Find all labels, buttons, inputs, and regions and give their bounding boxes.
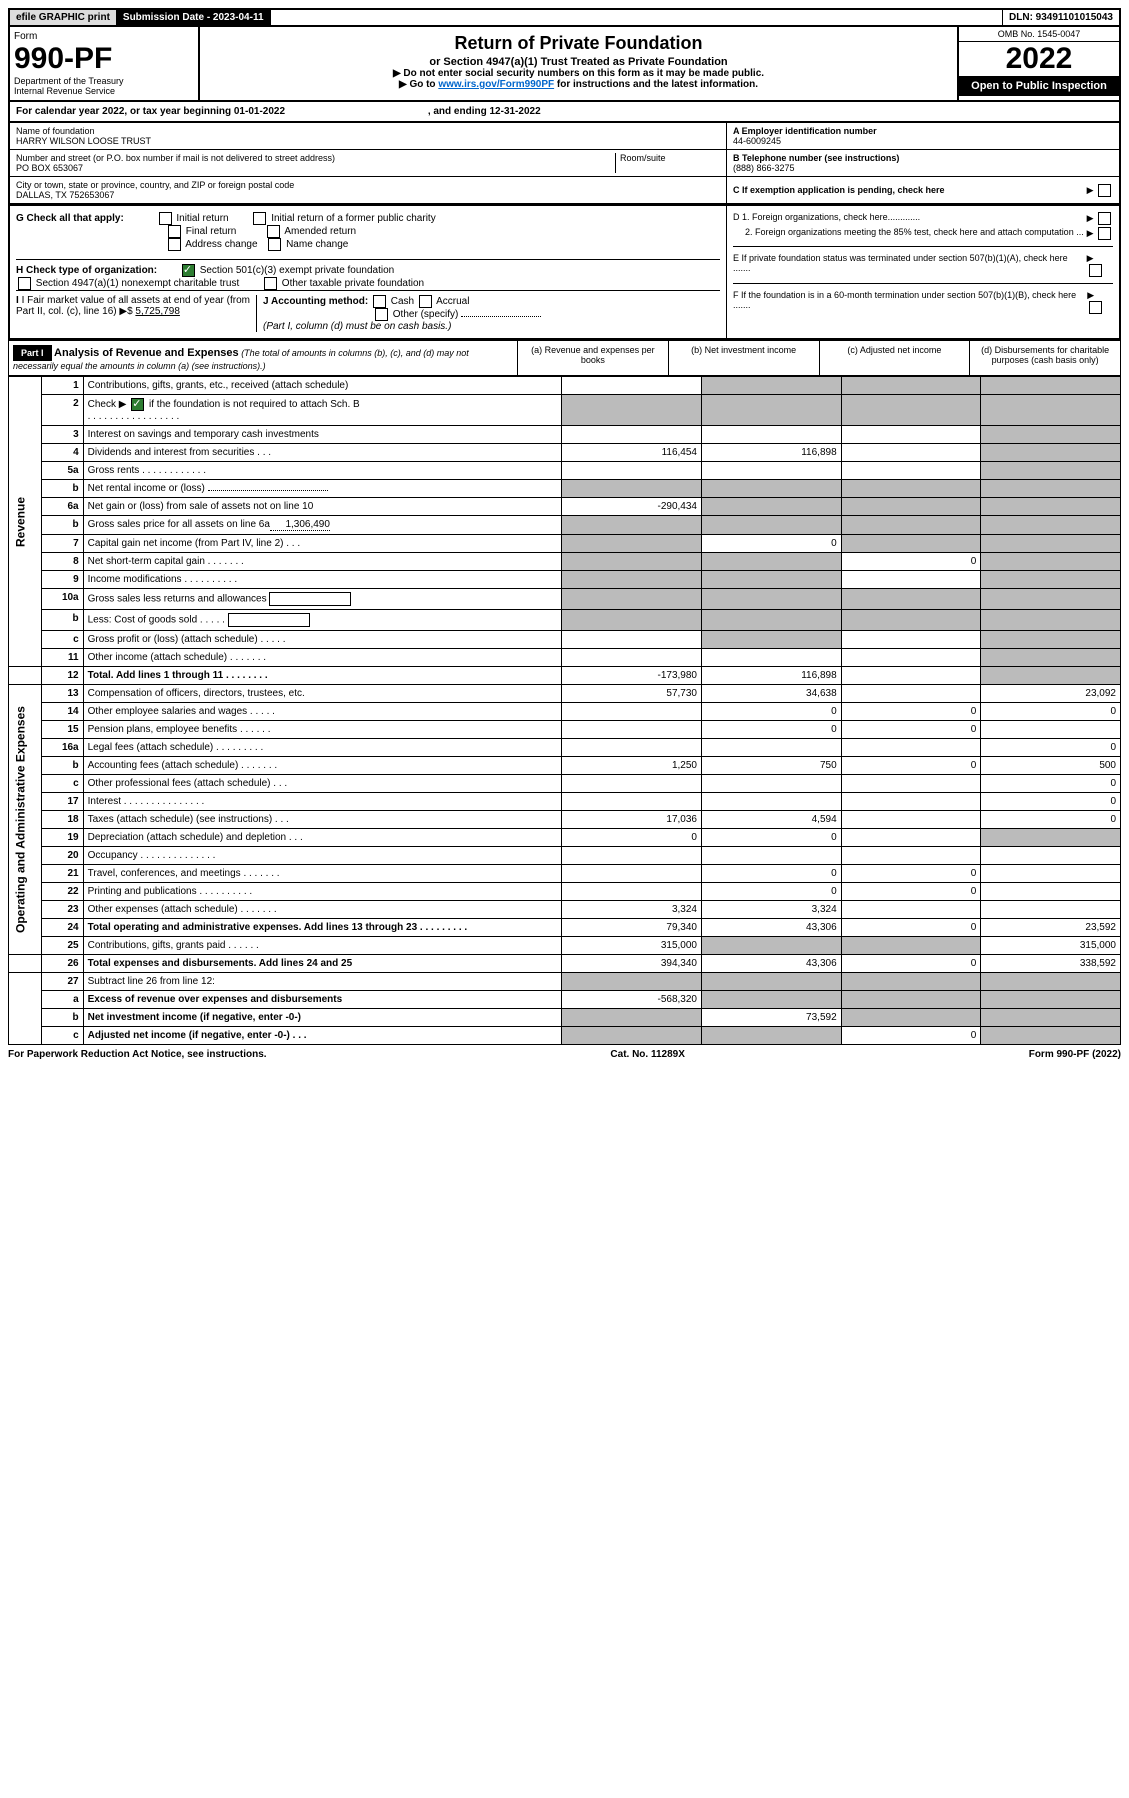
j-accrual[interactable]: [419, 295, 432, 308]
g-address-change[interactable]: [168, 238, 181, 251]
d2-checkbox[interactable]: [1098, 227, 1111, 240]
g-initial-return[interactable]: [159, 212, 172, 225]
dept-treasury: Department of the Treasury: [14, 76, 194, 86]
form-subtitle: or Section 4947(a)(1) Trust Treated as P…: [204, 56, 953, 68]
j-other[interactable]: [375, 308, 388, 321]
irs-link[interactable]: www.irs.gov/Form990PF: [438, 79, 554, 90]
entity-info: Name of foundation HARRY WILSON LOOSE TR…: [8, 123, 1121, 206]
header-center: Return of Private Foundation or Section …: [200, 27, 957, 100]
g-name-change[interactable]: [268, 238, 281, 251]
col-d-header: (d) Disbursements for charitable purpose…: [969, 341, 1120, 375]
foundation-name: HARRY WILSON LOOSE TRUST: [16, 136, 720, 146]
irs-label: Internal Revenue Service: [14, 86, 194, 96]
name-label: Name of foundation: [16, 126, 720, 136]
e-label: E If private foundation status was termi…: [733, 253, 1087, 277]
h-4947[interactable]: [18, 277, 31, 290]
city-label: City or town, state or province, country…: [16, 180, 720, 190]
page-footer: For Paperwork Reduction Act Notice, see …: [8, 1045, 1121, 1060]
g-initial-former[interactable]: [253, 212, 266, 225]
g-amended[interactable]: [267, 225, 280, 238]
expenses-rotate: Operating and Administrative Expenses: [9, 685, 42, 955]
h-other-taxable[interactable]: [264, 277, 277, 290]
inspection-badge: Open to Public Inspection: [959, 76, 1119, 96]
schb-checkbox[interactable]: [131, 398, 144, 411]
form-ref: Form 990-PF (2022): [1029, 1049, 1121, 1060]
h-501c3[interactable]: [182, 264, 195, 277]
form-title: Return of Private Foundation: [204, 33, 953, 54]
form-word: Form: [14, 31, 194, 42]
f-checkbox[interactable]: [1089, 301, 1102, 314]
notice-goto: ▶ Go to www.irs.gov/Form990PF for instru…: [204, 79, 953, 90]
check-sections: G Check all that apply: Initial return I…: [8, 206, 1121, 340]
part1-badge: Part I: [13, 345, 52, 361]
section-g: G Check all that apply: Initial return I…: [16, 212, 720, 251]
e-checkbox[interactable]: [1089, 264, 1102, 277]
header-right: OMB No. 1545-0047 2022 Open to Public In…: [957, 27, 1119, 100]
omb-number: OMB No. 1545-0047: [959, 27, 1119, 42]
d1-label: D 1. Foreign organizations, check here..…: [733, 212, 920, 225]
ein-label: A Employer identification number: [733, 126, 1113, 136]
addr-label: Number and street (or P.O. box number if…: [16, 153, 615, 163]
section-i: I I Fair market value of all assets at e…: [16, 295, 256, 332]
section-j: J Accounting method: Cash Accrual Other …: [256, 295, 720, 332]
f-label: F If the foundation is in a 60-month ter…: [733, 290, 1087, 314]
phone-value: (888) 866-3275: [733, 163, 1113, 173]
col-c-header: (c) Adjusted net income: [819, 341, 970, 375]
revenue-rotate: Revenue: [9, 377, 42, 667]
g-final-return[interactable]: [168, 225, 181, 238]
section-h: H Check type of organization: Section 50…: [16, 259, 720, 290]
part1-table: Revenue 1 Contributions, gifts, grants, …: [8, 376, 1121, 1045]
c-label: C If exemption application is pending, c…: [733, 185, 945, 195]
form-header: Form 990-PF Department of the Treasury I…: [8, 27, 1121, 102]
header-left: Form 990-PF Department of the Treasury I…: [10, 27, 200, 100]
paperwork-notice: For Paperwork Reduction Act Notice, see …: [8, 1049, 267, 1060]
city-value: DALLAS, TX 752653067: [16, 190, 720, 200]
d1-checkbox[interactable]: [1098, 212, 1111, 225]
d2-label: 2. Foreign organizations meeting the 85%…: [733, 227, 1084, 240]
ein-value: 44-6009245: [733, 136, 1113, 146]
room-label: Room/suite: [615, 153, 720, 173]
top-bar: efile GRAPHIC print Submission Date - 20…: [8, 8, 1121, 27]
submission-date: Submission Date - 2023-04-11: [117, 10, 271, 25]
fmv-value: 5,725,798: [135, 306, 180, 317]
c-checkbox[interactable]: [1098, 184, 1111, 197]
part1-title: Analysis of Revenue and Expenses: [54, 347, 239, 359]
notice-ssn: ▶ Do not enter social security numbers o…: [204, 68, 953, 79]
calendar-year-row: For calendar year 2022, or tax year begi…: [8, 102, 1121, 123]
efile-label[interactable]: efile GRAPHIC print: [10, 10, 117, 25]
tax-year: 2022: [959, 42, 1119, 76]
j-cash[interactable]: [373, 295, 386, 308]
cat-no: Cat. No. 11289X: [610, 1049, 684, 1060]
form-number: 990-PF: [14, 42, 194, 76]
part1-header: Part I Analysis of Revenue and Expenses …: [8, 340, 1121, 376]
col-a-header: (a) Revenue and expenses per books: [517, 341, 668, 375]
addr-value: PO BOX 653067: [16, 163, 615, 173]
dln: DLN: 93491101015043: [1002, 10, 1119, 25]
phone-label: B Telephone number (see instructions): [733, 153, 1113, 163]
col-b-header: (b) Net investment income: [668, 341, 819, 375]
